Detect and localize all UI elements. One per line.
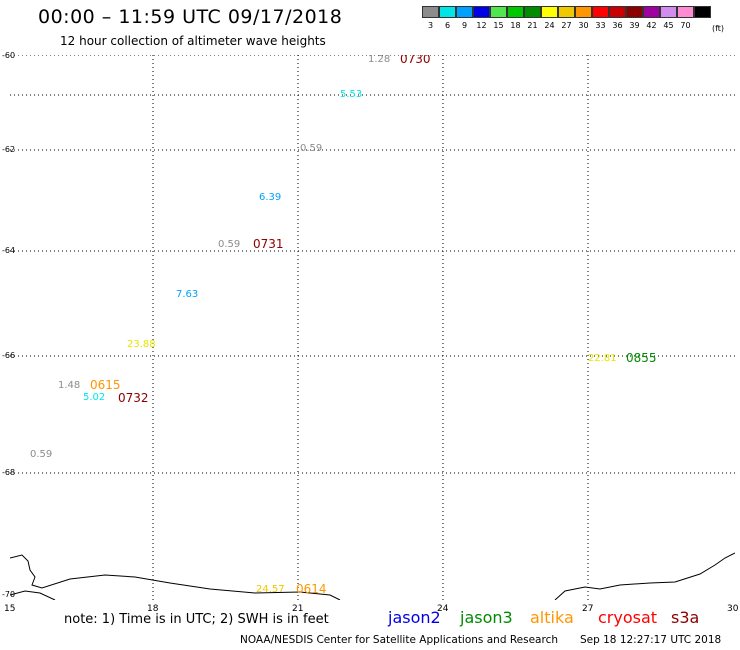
colorbar-item: 6 xyxy=(439,6,456,33)
lon-label: 30 xyxy=(727,604,739,614)
lon-label: 27 xyxy=(582,604,594,614)
colorbar-item: 70 xyxy=(677,6,694,33)
colorbar-item: 12 xyxy=(473,6,490,33)
colorbar-label: 24 xyxy=(544,21,555,30)
colorbar-swatch xyxy=(439,6,456,18)
colorbar-label: 39 xyxy=(629,21,640,30)
colorbar-label: 30 xyxy=(578,21,589,30)
colorbar-label: 3 xyxy=(427,21,434,30)
colorbar-label: 27 xyxy=(561,21,572,30)
wave-height-label: 1.48 xyxy=(58,380,80,391)
lon-label: 18 xyxy=(147,604,159,614)
colorbar-item: 30 xyxy=(575,6,592,33)
colorbar-item: 45 xyxy=(660,6,677,33)
pass-time-label: 0730 xyxy=(400,55,431,66)
colorbar-label: 18 xyxy=(510,21,521,30)
colorbar-swatch xyxy=(575,6,592,18)
satellite-jason3: jason3 xyxy=(460,608,513,627)
wave-height-label: 7.63 xyxy=(176,289,198,300)
colorbar-label: 15 xyxy=(493,21,504,30)
pass-time-label: 0731 xyxy=(253,237,284,251)
pass-time-label: 0614 xyxy=(296,582,327,596)
coastline xyxy=(10,590,56,600)
colorbar-item: 15 xyxy=(490,6,507,33)
colorbar-item: 18 xyxy=(507,6,524,33)
colorbar-swatch xyxy=(524,6,541,18)
colorbar-item: 39 xyxy=(626,6,643,33)
colorbar-label: 6 xyxy=(444,21,451,30)
colorbar-swatch xyxy=(456,6,473,18)
colorbar-item: 9 xyxy=(456,6,473,33)
wave-height-label: 0.59 xyxy=(218,239,240,250)
pass-time-label: 0732 xyxy=(118,391,149,405)
colorbar-swatch xyxy=(626,6,643,18)
colorbar-label: 33 xyxy=(595,21,606,30)
map-title: 00:00 – 11:59 UTC 09/17/2018 xyxy=(38,6,343,28)
colorbar-label: 21 xyxy=(527,21,538,30)
wave-height-label: 5.02 xyxy=(83,392,105,403)
colorbar-label: 42 xyxy=(646,21,657,30)
colorbar-item: 36 xyxy=(609,6,626,33)
lat-label: -60 xyxy=(2,51,16,60)
colorbar-swatch xyxy=(558,6,575,18)
lat-label: -64 xyxy=(2,246,16,255)
lon-label: 24 xyxy=(437,604,449,614)
colorbar-item xyxy=(694,6,711,33)
coastline xyxy=(10,554,341,600)
colorbar-label: 12 xyxy=(476,21,487,30)
pass-time-label: 0615 xyxy=(90,378,121,392)
satellite-altika: altika xyxy=(530,608,574,627)
credit-text: NOAA/NESDIS Center for Satellite Applica… xyxy=(240,634,558,646)
colorbar-item: 27 xyxy=(558,6,575,33)
satellite-cryosat: cryosat xyxy=(598,608,658,627)
coastline xyxy=(554,552,735,600)
wave-height-label: 5.53 xyxy=(340,89,362,100)
lon-label: 15 xyxy=(4,604,16,614)
colorbar-legend: 3 6 9 12 15 18 21 24 27 30 33 36 39 42 4… xyxy=(422,6,724,33)
footer-note: note: 1) Time is in UTC; 2) SWH is in fe… xyxy=(64,612,329,627)
wave-height-label: 0.59 xyxy=(30,449,52,460)
colorbar-item: 3 xyxy=(422,6,439,33)
colorbar-label: 9 xyxy=(461,21,468,30)
colorbar-item: 24 xyxy=(541,6,558,33)
wave-height-label: 22.81 xyxy=(588,353,617,364)
colorbar-swatch xyxy=(643,6,660,18)
colorbar-item: 42 xyxy=(643,6,660,33)
pass-time-label: 0855 xyxy=(626,351,657,365)
colorbar-item: 21 xyxy=(524,6,541,33)
generated-timestamp: Sep 18 12:27:17 UTC 2018 xyxy=(580,634,722,646)
wave-height-label: 1.28 xyxy=(368,55,390,65)
colorbar-label: 45 xyxy=(663,21,674,30)
satellite-jason2: jason2 xyxy=(388,608,441,627)
colorbar-swatch xyxy=(694,6,711,18)
colorbar-swatch xyxy=(507,6,524,18)
colorbar-swatch xyxy=(473,6,490,18)
colorbar-item: 33 xyxy=(592,6,609,33)
wave-height-label: 23.88 xyxy=(127,339,156,350)
lat-label: -70 xyxy=(2,590,16,599)
map-subtitle: 12 hour collection of altimeter wave hei… xyxy=(60,34,326,48)
colorbar-label: 36 xyxy=(612,21,623,30)
lat-label: -62 xyxy=(2,145,16,154)
lon-label: 21 xyxy=(292,604,304,614)
wave-height-label: 0.59 xyxy=(300,143,322,154)
colorbar-swatch xyxy=(422,6,439,18)
lat-label: -68 xyxy=(2,468,16,477)
colorbar-swatch xyxy=(660,6,677,18)
colorbar-swatch xyxy=(490,6,507,18)
wave-height-label: 24.57 xyxy=(256,584,285,595)
colorbar-swatch xyxy=(592,6,609,18)
colorbar-unit: (ft) xyxy=(712,24,725,33)
altimeter-map: 1.28 5.53 0.59 6.39 0.59 7.63 23.88 1.48… xyxy=(10,55,735,600)
colorbar-swatch xyxy=(541,6,558,18)
wave-height-label: 6.39 xyxy=(259,192,281,203)
lat-label: -66 xyxy=(2,351,16,360)
colorbar-swatch xyxy=(609,6,626,18)
colorbar-label: 70 xyxy=(680,21,691,30)
satellite-s3a: s3a xyxy=(671,608,700,627)
colorbar-swatch xyxy=(677,6,694,18)
